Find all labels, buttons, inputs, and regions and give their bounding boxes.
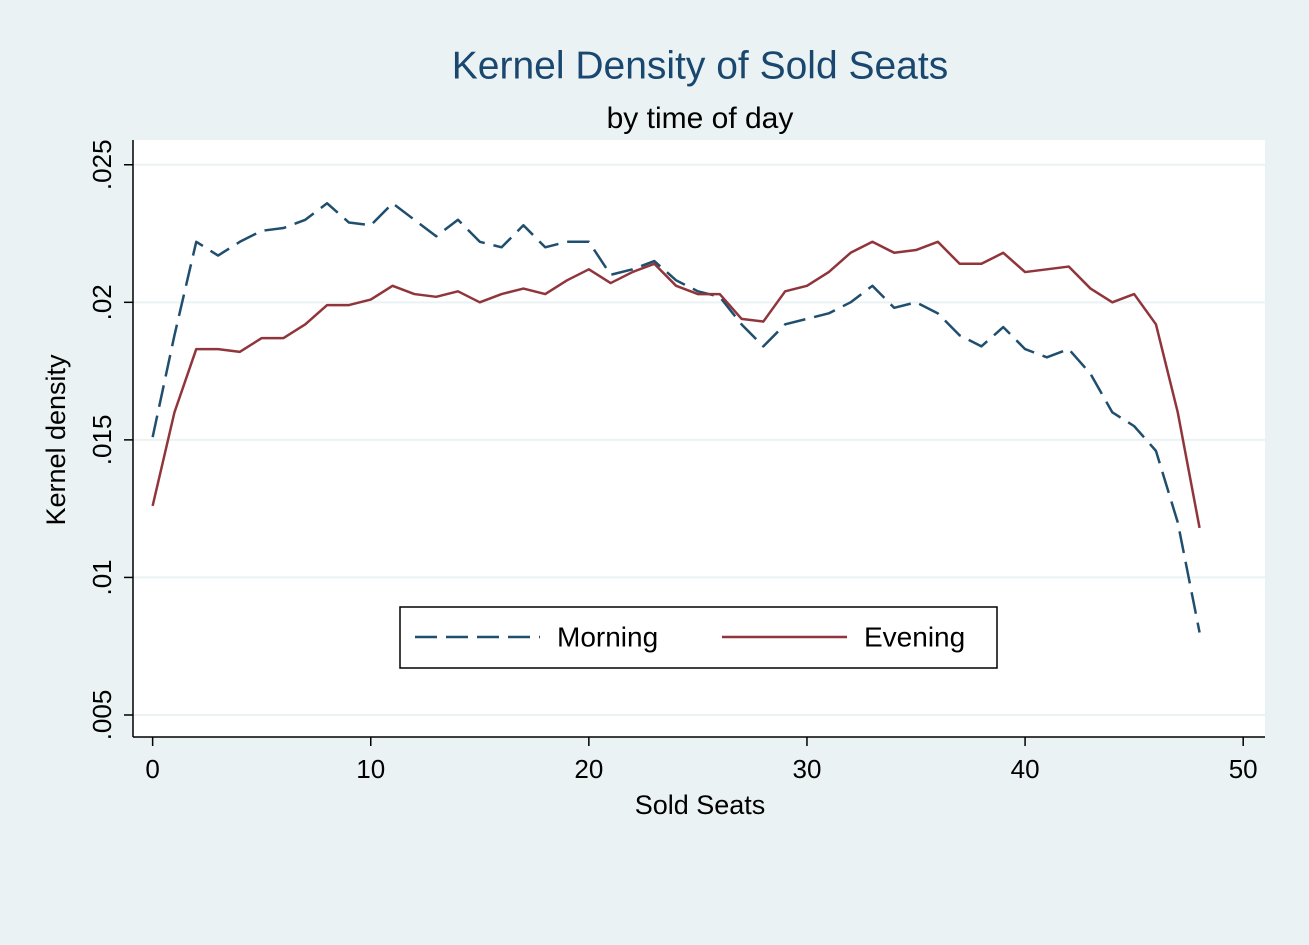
y-axis-label: Kernel density — [41, 354, 71, 526]
legend-label: Morning — [557, 621, 658, 652]
y-tick-label: .025 — [87, 139, 117, 190]
y-tick-label: .015 — [87, 415, 117, 466]
chart-subtitle: by time of day — [607, 102, 794, 135]
chart-title: Kernel Density of Sold Seats — [452, 44, 948, 87]
legend-box — [399, 606, 998, 669]
x-tick-label: 40 — [1011, 754, 1040, 784]
x-tick-label: 10 — [356, 754, 385, 784]
y-tick-label: .02 — [87, 284, 117, 320]
x-tick-label: 30 — [793, 754, 822, 784]
x-tick-label: 0 — [145, 754, 159, 784]
x-tick-label: 20 — [574, 754, 603, 784]
series-line — [151, 202, 1201, 633]
legend-label: Evening — [864, 621, 965, 652]
y-tick-label: .01 — [87, 559, 117, 595]
x-axis-label: Sold Seats — [635, 790, 766, 820]
y-tick-label: .005 — [87, 690, 117, 741]
x-tick-label: 50 — [1229, 754, 1258, 784]
series-line — [151, 240, 1201, 529]
